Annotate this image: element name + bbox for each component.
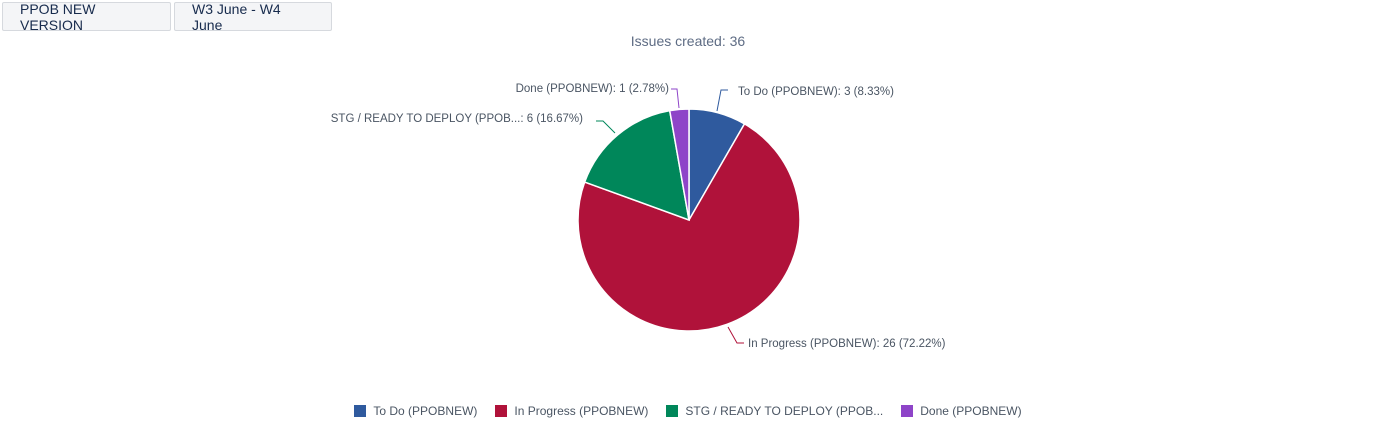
date-range-button[interactable]: W3 June - W4 June	[174, 1, 332, 33]
slice-label: In Progress (PPOBNEW): 26 (72.22%)	[748, 338, 946, 350]
pie-slice-1[interactable]	[577, 122, 801, 332]
slice-label-connector	[727, 326, 744, 344]
filter-toolbar: PPOB NEW VERSION W3 June - W4 June	[2, 1, 332, 33]
legend-swatch	[495, 405, 508, 417]
legend-item[interactable]: STG / READY TO DEPLOY (PPOB...	[666, 404, 883, 418]
legend-label: STG / READY TO DEPLOY (PPOB...	[685, 404, 884, 418]
legend-label: In Progress (PPOBNEW)	[514, 404, 649, 418]
project-filter-button[interactable]: PPOB NEW VERSION	[2, 1, 171, 33]
slice-label: To Do (PPOBNEW): 3 (8.33%)	[738, 86, 894, 98]
slice-label: STG / READY TO DEPLOY (PPOB...: 6 (16.67…	[331, 113, 583, 125]
slice-label-connector	[716, 89, 728, 112]
legend-item[interactable]: To Do (PPOBNEW)	[354, 404, 477, 418]
legend-item[interactable]: Done (PPOBNEW)	[901, 404, 1022, 418]
legend-swatch	[666, 405, 679, 417]
legend-item[interactable]: In Progress (PPOBNEW)	[495, 404, 648, 418]
chart-legend: To Do (PPOBNEW) In Progress (PPOBNEW) STG …	[0, 404, 1376, 418]
chart-title: Issues created: 36	[630, 33, 746, 49]
legend-label: To Do (PPOBNEW)	[373, 404, 478, 418]
legend-swatch	[354, 405, 367, 417]
pie-slice-2[interactable]	[583, 109, 690, 222]
slice-label: Done (PPOBNEW): 1 (2.78%)	[516, 83, 670, 95]
pie-slice-3[interactable]	[668, 108, 690, 221]
legend-label: Done (PPOBNEW)	[920, 404, 1022, 418]
legend-swatch	[901, 405, 914, 417]
slice-label-connector	[671, 88, 680, 109]
slice-label-connector	[596, 120, 616, 134]
